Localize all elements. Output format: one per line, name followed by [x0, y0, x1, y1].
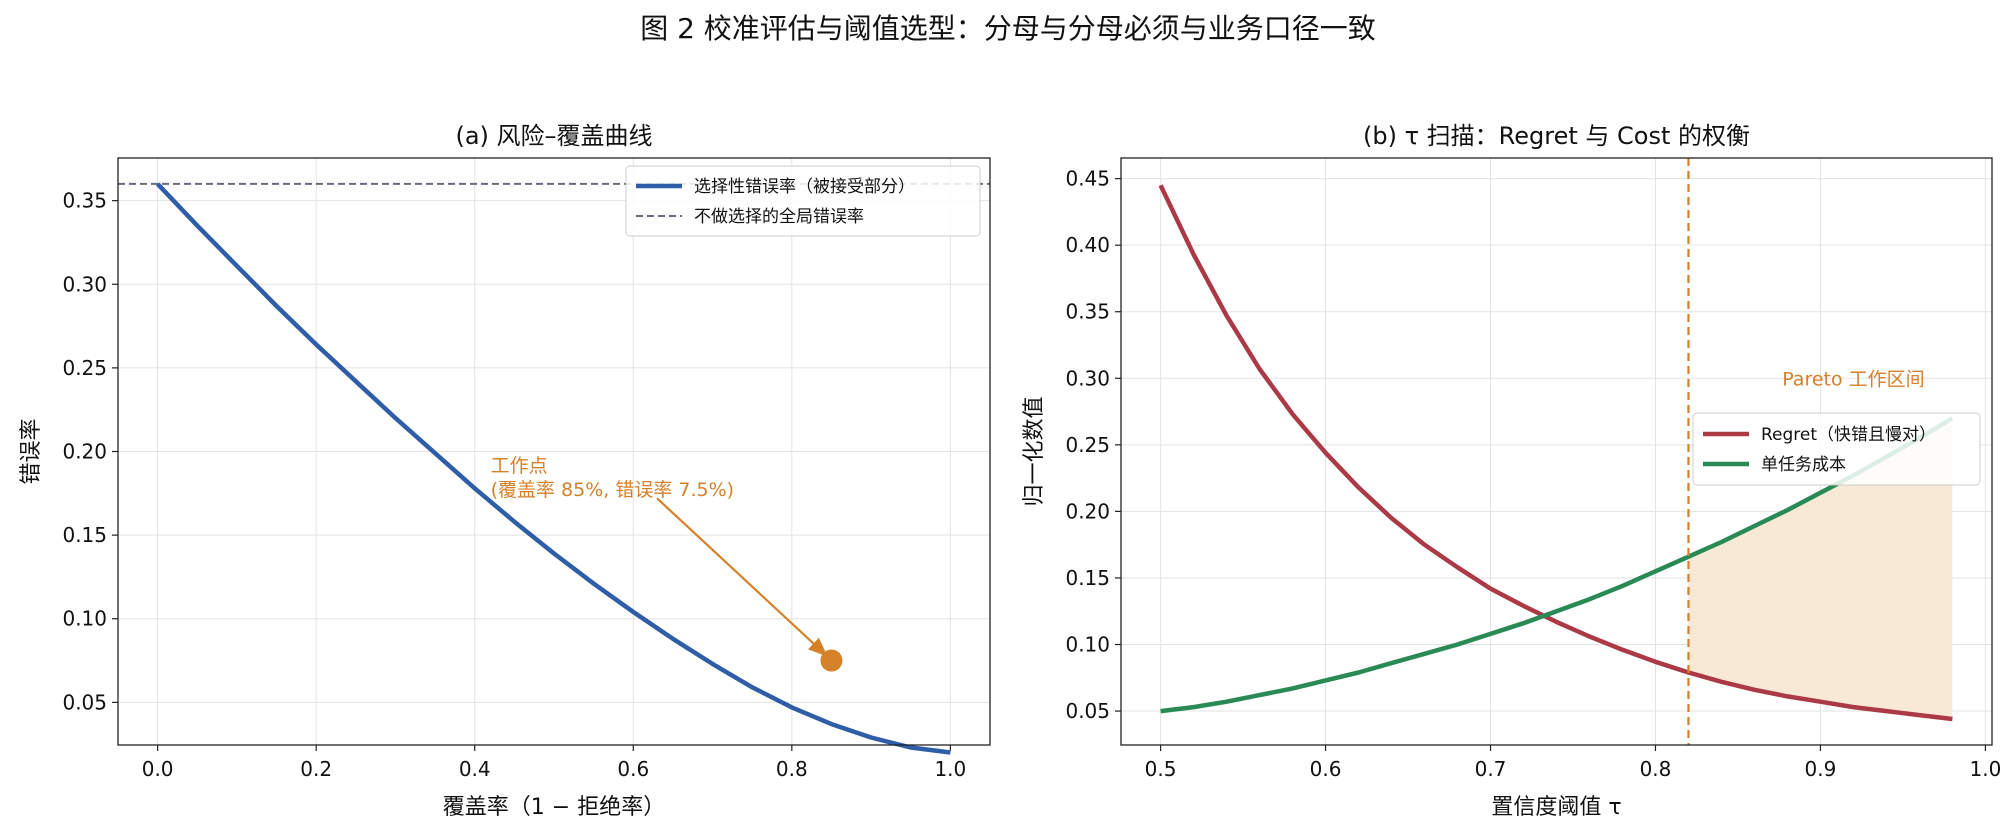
- x-tick-label: 0.2: [300, 757, 332, 781]
- x-tick-label: 0.9: [1805, 757, 1837, 781]
- figure-title: 图 2 校准评估与阈值选型：分母与分母必须与业务口径一致: [640, 12, 1376, 45]
- pareto-region: [1688, 418, 1953, 720]
- y-tick-label: 0.15: [62, 523, 107, 547]
- y-tick-label: 0.30: [62, 272, 107, 296]
- chart-title: (a) 风险–覆盖曲线: [455, 122, 652, 150]
- y-tick-label: 0.05: [1065, 699, 1110, 723]
- x-axis-label: 置信度阈值 τ: [1491, 795, 1621, 820]
- y-axis-label: 归一化数值: [1022, 396, 1047, 506]
- legend-label-global: 不做选择的全局错误率: [694, 207, 864, 227]
- legend-label-selective: 选择性错误率（被接受部分）: [694, 177, 915, 197]
- y-tick-label: 0.10: [1065, 633, 1110, 657]
- x-tick-label: 0.7: [1475, 757, 1507, 781]
- y-tick-label: 0.35: [62, 189, 107, 213]
- y-tick-label: 0.20: [1065, 499, 1110, 523]
- x-axis-label: 覆盖率（1 − 拒绝率）: [443, 795, 665, 820]
- chart-title: (b) τ 扫描：Regret 与 Cost 的权衡: [1363, 122, 1750, 150]
- y-tick-label: 0.35: [1065, 300, 1110, 324]
- x-tick-label: 0.8: [776, 757, 808, 781]
- plot-frame: [117, 157, 991, 746]
- pareto-region-label: Pareto 工作区间: [1782, 368, 1924, 390]
- operating-point: [820, 649, 843, 672]
- annotation-arrow: [656, 497, 828, 657]
- y-tick-label: 0.25: [62, 356, 107, 380]
- x-tick-label: 0.6: [1310, 757, 1342, 781]
- selective-error-line: [155, 182, 951, 755]
- x-tick-label: 0.0: [142, 757, 174, 781]
- cost-line: [1160, 416, 1954, 714]
- x-tick-label: 0.4: [459, 757, 491, 781]
- x-tick-label: 0.6: [617, 757, 649, 781]
- chart-b: 0.5 0.6 0.7 0.8 0.9 1.0 0.05 0.10 0.15 0.20 0.25 0.…: [1022, 122, 2001, 820]
- regret-line: [1158, 184, 1953, 722]
- y-tick-label: 0.20: [62, 440, 107, 464]
- legend-box: [625, 165, 981, 237]
- y-tick-label: 0.05: [62, 690, 107, 714]
- y-tick-label: 0.40: [1065, 233, 1110, 257]
- legend-label-regret: Regret（快错且慢对）: [1761, 424, 1936, 445]
- annotation-line-2: (覆盖率 85%, 错误率 7.5%): [491, 479, 734, 501]
- y-tick-label: 0.25: [1065, 433, 1110, 457]
- y-tick-label: 0.30: [1065, 366, 1110, 390]
- chart-a: 0.0 0.2 0.4 0.6 0.8 1.0 0.05 0.10 0.15 0.20 0.25 0.…: [19, 122, 991, 820]
- x-tick-label: 1.0: [1969, 757, 2001, 781]
- y-tick-label: 0.45: [1065, 167, 1110, 191]
- x-tick-label: 1.0: [934, 757, 966, 781]
- annotation-line-1: 工作点: [491, 455, 548, 477]
- x-tick-label: 0.8: [1640, 757, 1672, 781]
- x-tick-label: 0.5: [1145, 757, 1177, 781]
- legend-label-cost: 单任务成本: [1761, 455, 1846, 475]
- legend-box: [1692, 412, 1981, 486]
- y-tick-label: 0.10: [62, 607, 107, 631]
- y-axis-label: 错误率: [19, 418, 44, 484]
- plot-frame: [1120, 157, 1993, 746]
- y-tick-label: 0.15: [1065, 566, 1110, 590]
